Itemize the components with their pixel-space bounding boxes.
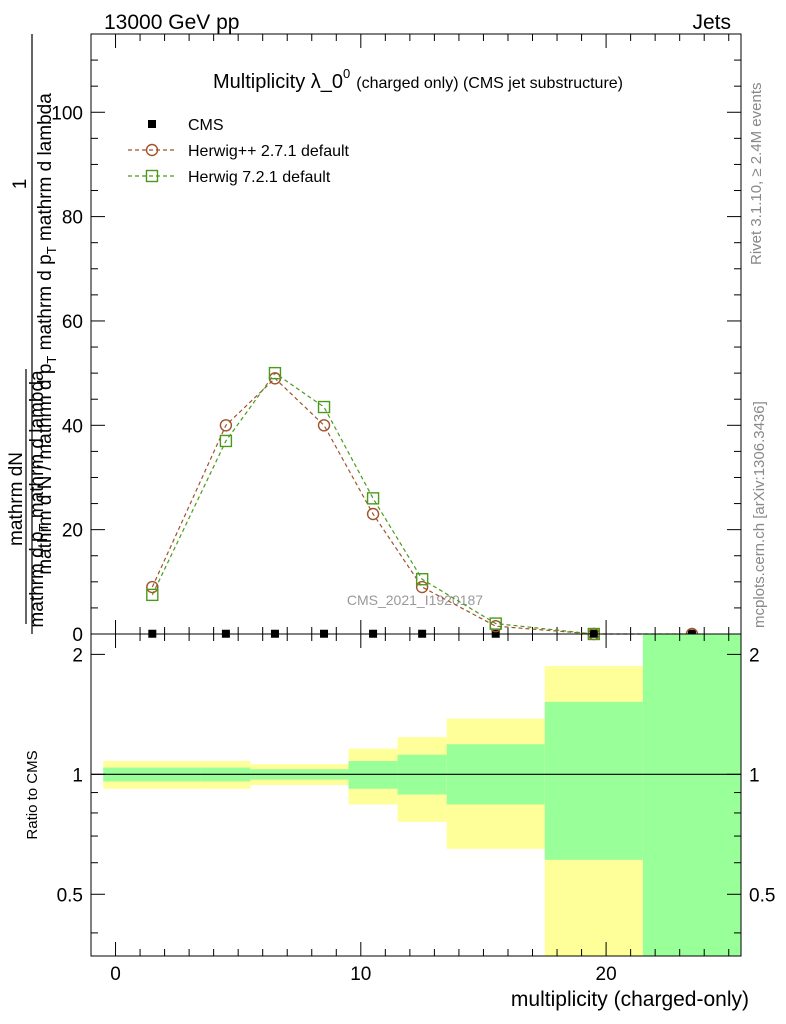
herwig-pp-point — [415, 580, 429, 594]
ylabel-outer-denominator: mathrm d N / mathrm d pT mathrm d pT mat… — [35, 93, 59, 575]
x-tick-label: 10 — [350, 964, 371, 985]
herwig7-point — [219, 434, 233, 448]
ratio-y-tick-label-right: 1 — [749, 765, 760, 786]
herwig-pp-point — [366, 507, 380, 521]
main-x-ticks — [90, 34, 730, 634]
series-line — [151, 377, 692, 635]
main-y-ticks: 0 20 40 60 80 100 — [51, 59, 741, 646]
ratio-frame — [90, 633, 742, 957]
y-tick-label: 40 — [62, 416, 83, 437]
mcplots-label: mcplots.cern.ch [arXiv:1306.3436] — [751, 401, 768, 628]
main-panel: 0 20 40 60 80 100 CMS_2021_I1920187 Multiplic… — [51, 33, 742, 646]
y-tick-label: 60 — [62, 312, 83, 333]
legend-marker — [145, 143, 159, 157]
herwig-pp-point — [219, 419, 233, 432]
chart-title-subtitle: (charged only) (CMS jet substructure) — [356, 75, 623, 92]
x-tick-label: 0 — [110, 964, 121, 985]
ratio-inner-band — [544, 701, 643, 860]
ratio-y-tick-label-right: 2 — [749, 645, 760, 666]
legend-marker — [148, 120, 156, 128]
ratio-y-tick-label-left: 2 — [72, 645, 83, 666]
rivet-version-label: Rivet 3.1.10, ≥ 2.4M events — [748, 83, 765, 266]
x-tick-label: 20 — [596, 964, 617, 985]
herwig-pp-point — [146, 580, 159, 594]
main-y-axis-label: mathrm dN mathrm d pT mathrm d lambda 1 … — [6, 34, 59, 634]
herwig7-point — [366, 492, 380, 505]
herwig7-point — [317, 400, 331, 414]
y-tick-label: 100 — [51, 103, 83, 124]
x-axis-label: multiplicity (charged-only) — [511, 988, 749, 1011]
legend-marker — [145, 169, 159, 183]
chart-title-main: Multiplicity λ_0 — [213, 71, 343, 93]
chart-title: Multiplicity λ_00 (charged only) (CMS jet… — [213, 66, 623, 93]
ylabel-inner-denominator: mathrm d pT mathrm d lambda — [27, 370, 51, 628]
ylabel-outer-numerator: 1 — [10, 179, 31, 190]
herwig7-point — [146, 588, 159, 602]
ratio-x-ticks: 0 10 20 — [90, 634, 730, 985]
herwig-pp-point — [317, 419, 331, 432]
analysis-group-label: Jets — [692, 11, 731, 34]
ratio-bands — [103, 634, 741, 956]
herwig7-point — [268, 366, 282, 380]
ratio-y-tick-label-left: 0.5 — [57, 885, 83, 906]
legend-label: Herwig++ 2.7.1 default — [188, 143, 350, 160]
legend-label: Herwig 7.2.1 default — [188, 169, 331, 186]
ratio-panel: 0.5 0.5 1 1 2 2 0 10 20 — [57, 633, 775, 985]
legend: CMS Herwig++ 2.7.1 default Herwig 7.2.1 de… — [128, 117, 350, 186]
analysis-watermark: CMS_2021_I1920187 — [347, 592, 483, 608]
ylabel-inner-numerator: mathrm dN — [6, 452, 27, 546]
ratio-y-axis-label: Ratio to CMS — [24, 750, 41, 839]
series-line — [151, 372, 594, 635]
energy-label: 13000 GeV pp — [104, 11, 239, 34]
herwig7-point — [415, 573, 429, 586]
y-tick-label: 80 — [62, 208, 83, 229]
ratio-y-ticks: 0.5 0.5 1 1 2 2 — [57, 645, 775, 934]
y-tick-label: 20 — [62, 521, 83, 542]
legend-label: CMS — [188, 117, 224, 134]
y-tick-label: 0 — [72, 625, 83, 646]
ratio-y-tick-label-left: 1 — [72, 765, 83, 786]
ratio-inner-band — [642, 634, 741, 956]
chart-title-superscript: 0 — [343, 66, 350, 81]
herwig7-point — [489, 617, 502, 630]
ratio-y-tick-label-right: 0.5 — [749, 885, 775, 906]
